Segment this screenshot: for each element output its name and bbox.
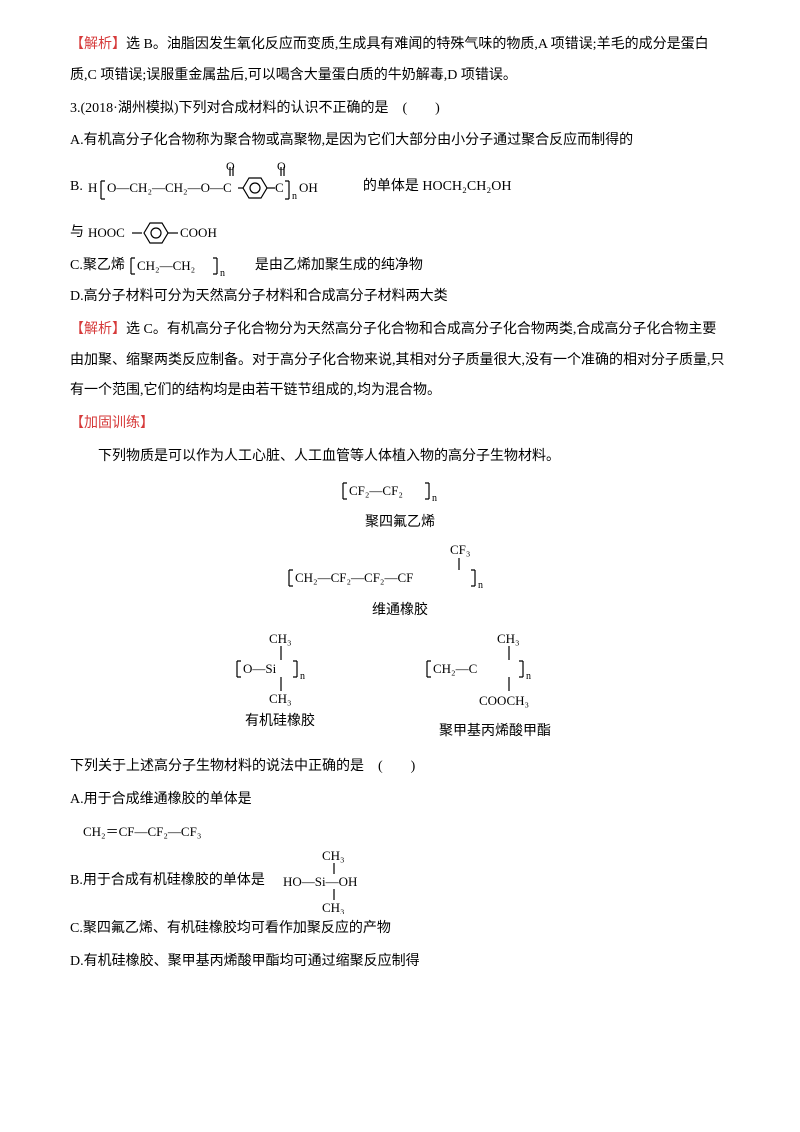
svg-text:n: n bbox=[292, 191, 297, 202]
silicone-monomer-svg: CH₃ HO—Si—OH CH₃ bbox=[265, 848, 405, 914]
svg-text:CH₃: CH₃ bbox=[322, 900, 345, 914]
q3-optB-row2: 与 HOOC COOH bbox=[70, 215, 730, 251]
analysis-2: 【解析】选 C。有机高分子化合物分为天然高分子化合物和合成高分子化合物两类,合成… bbox=[70, 315, 730, 407]
q3-optC: C.聚乙烯 CH₂—CH₂ n 是由乙烯加聚生成的纯净物 bbox=[70, 251, 730, 282]
train-optB-text: B.用于合成有机硅橡胶的单体是 bbox=[70, 866, 265, 897]
terephthalic-svg: HOOC COOH bbox=[84, 215, 274, 251]
svg-text:O: O bbox=[226, 159, 235, 173]
q3-optA: A.有机高分子化合物称为聚合物或高聚物,是因为它们大部分由小分子通过聚合反应而制… bbox=[70, 126, 730, 157]
optB-and: 与 bbox=[70, 218, 84, 249]
svg-text:CF₂—CF₂: CF₂—CF₂ bbox=[349, 483, 403, 498]
svg-text:n: n bbox=[478, 580, 483, 591]
analysis-1: 【解析】选 B。油脂因发生氧化反应而变质,生成具有难闻的特殊气味的物质,A 项错… bbox=[70, 30, 730, 92]
train-optC: C.聚四氟乙烯、有机硅橡胶均可看作加聚反应的产物 bbox=[70, 914, 730, 945]
svg-text:CF₃: CF₃ bbox=[450, 542, 470, 557]
optC-head: C.聚乙烯 bbox=[70, 251, 125, 282]
svg-text:O—Si: O—Si bbox=[243, 661, 277, 676]
q3-optD: D.高分子材料可分为天然高分子材料和合成高分子材料两大类 bbox=[70, 282, 730, 313]
train-question: 下列关于上述高分子生物材料的说法中正确的是 ( ) bbox=[70, 752, 730, 783]
q3-stem: 3.(2018·湖州模拟)下列对合成材料的认识不正确的是 ( ) bbox=[70, 94, 730, 125]
svg-text:H: H bbox=[88, 180, 97, 195]
train-stem: 下列物质是可以作为人工心脏、人工血管等人体植入物的高分子生物材料。 bbox=[70, 442, 730, 473]
pmma-block: CH₃ CH₂—C n COOCH₃ 聚甲基丙烯酸甲酯 bbox=[405, 631, 585, 748]
svg-text:HO—Si—OH: HO—Si—OH bbox=[283, 874, 357, 889]
silicone-block: CH₃ O—Si n CH₃ 有机硅橡胶 bbox=[215, 631, 345, 748]
train-optD: D.有机硅橡胶、聚甲基丙烯酸甲酯均可通过缩聚反应制得 bbox=[70, 947, 730, 978]
svg-text:COOH: COOH bbox=[180, 225, 217, 240]
analysis-2-label: 【解析】 bbox=[70, 322, 126, 337]
ptfe-name: 聚四氟乙烯 bbox=[325, 508, 475, 539]
viton-name: 维通橡胶 bbox=[275, 596, 525, 627]
svg-text:O—CH₂—CH₂—O—C: O—CH₂—CH₂—O—C bbox=[107, 180, 232, 195]
pmma-svg: CH₃ CH₂—C n COOCH₃ bbox=[405, 631, 585, 717]
optB-tail: 的单体是 HOCH₂CH₂OH bbox=[363, 172, 512, 203]
ptfe-block: CF₂—CF₂ n 聚四氟乙烯 bbox=[325, 477, 475, 539]
polymer-pet-svg: H O—CH₂—CH₂—O—C O C O n OH bbox=[83, 159, 363, 215]
pmma-name: 聚甲基丙烯酸甲酯 bbox=[405, 717, 585, 748]
svg-text:COOCH₃: COOCH₃ bbox=[479, 693, 529, 708]
svg-text:n: n bbox=[220, 268, 225, 279]
svg-text:n: n bbox=[432, 493, 437, 504]
svg-text:O: O bbox=[277, 159, 286, 173]
polymers-grid: CF₂—CF₂ n 聚四氟乙烯 CF₃ CH₂—CF₂—CF₂—CF n 维通橡… bbox=[70, 477, 730, 748]
svg-text:CH₃: CH₃ bbox=[269, 691, 292, 706]
reinforce-label: 【加固训练】 bbox=[70, 409, 730, 440]
q3-optB-row1: B. H O—CH₂—CH₂—O—C O C O n bbox=[70, 159, 730, 215]
svg-text:n: n bbox=[526, 671, 531, 682]
svg-text:CH₂—C: CH₂—C bbox=[433, 661, 477, 676]
svg-text:CH₃: CH₃ bbox=[322, 848, 345, 863]
silicone-svg: CH₃ O—Si n CH₃ bbox=[215, 631, 345, 707]
train-optA-formula: CH₂＝CF—CF₂—CF₃ bbox=[70, 818, 730, 847]
svg-text:n: n bbox=[300, 671, 305, 682]
reinforce-label-text: 【加固训练】 bbox=[70, 416, 154, 431]
svg-text:CH₃: CH₃ bbox=[269, 631, 292, 646]
train-optB: B.用于合成有机硅橡胶的单体是 CH₃ HO—Si—OH CH₃ bbox=[70, 848, 730, 914]
viton-block: CF₃ CH₂—CF₂—CF₂—CF n 维通橡胶 bbox=[275, 542, 525, 627]
svg-text:CH₃: CH₃ bbox=[497, 631, 520, 646]
analysis-label: 【解析】 bbox=[70, 37, 126, 52]
analysis-2-text: 选 C。有机高分子化合物分为天然高分子化合物和合成高分子化合物两类,合成高分子化… bbox=[70, 322, 725, 399]
analysis-1-text: 选 B。油脂因发生氧化反应而变质,生成具有难闻的特殊气味的物质,A 项错误;羊毛… bbox=[70, 37, 709, 83]
silicone-name: 有机硅橡胶 bbox=[215, 707, 345, 738]
svg-text:CH₂—CH₂: CH₂—CH₂ bbox=[137, 258, 195, 273]
svg-text:CH₂—CF₂—CF₂—CF: CH₂—CF₂—CF₂—CF bbox=[295, 570, 413, 585]
optB-prefix: B. bbox=[70, 172, 83, 203]
optC-tail: 是由乙烯加聚生成的纯净物 bbox=[255, 251, 423, 282]
viton-svg: CF₃ CH₂—CF₂—CF₂—CF n bbox=[275, 542, 525, 596]
svg-text:HOOC: HOOC bbox=[88, 225, 125, 240]
pe-svg: CH₂—CH₂ n bbox=[125, 252, 255, 282]
svg-text:C: C bbox=[275, 180, 284, 195]
ptfe-svg: CF₂—CF₂ n bbox=[325, 478, 475, 506]
svg-text:OH: OH bbox=[299, 180, 318, 195]
train-optA: A.用于合成维通橡胶的单体是 bbox=[70, 785, 730, 816]
